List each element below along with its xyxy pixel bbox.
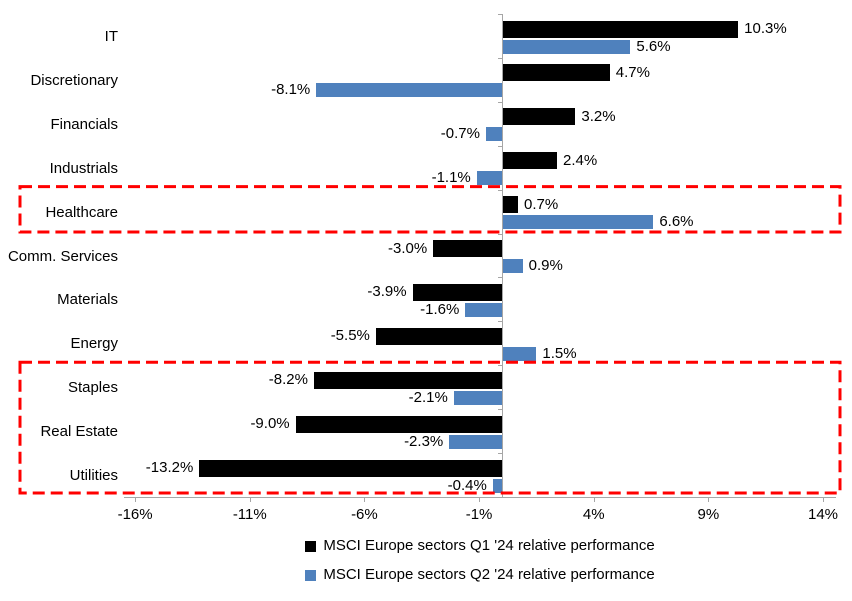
category-label: Discretionary: [30, 71, 118, 89]
category-axis-tick: [498, 101, 502, 103]
value-label: 10.3%: [744, 20, 787, 37]
value-label: 2.4%: [563, 151, 598, 169]
bar-q1: [375, 327, 502, 345]
category-axis-tick: [498, 497, 502, 498]
x-axis-tick-label: 9%: [697, 506, 720, 523]
value-label: -13.2%: [145, 459, 194, 477]
category-axis-tick: [498, 57, 502, 59]
bar-q2: [465, 302, 502, 317]
x-axis-tick: [135, 497, 137, 502]
x-axis-tick-label: -11%: [232, 506, 267, 523]
healthcare-highlight: [18, 185, 842, 234]
legend: MSCI Europe sectors Q1 '24 relative perf…: [124, 537, 836, 584]
bar-q2: [502, 346, 537, 361]
bar-q1: [502, 20, 739, 38]
category-axis-line: [502, 14, 503, 497]
category-axis-tick: [498, 365, 502, 367]
category-axis-tick: [498, 189, 502, 191]
legend-label: MSCI Europe sectors Q1 '24 relative perf…: [323, 537, 655, 554]
legend-item: MSCI Europe sectors Q2 '24 relative perf…: [305, 566, 655, 584]
bar-q2: [449, 434, 502, 449]
bar-q2: [485, 127, 502, 142]
category-label: Real Estate: [40, 423, 118, 441]
category-axis-tick: [498, 233, 502, 235]
x-axis-tick: [479, 497, 481, 502]
x-axis-tick: [249, 497, 251, 502]
x-axis-tick: [708, 497, 710, 502]
bar-q1: [502, 108, 576, 126]
category-label: Industrials: [49, 159, 118, 177]
category-label: Staples: [67, 379, 118, 397]
category-axis-tick: [498, 321, 502, 323]
category-axis-tick: [498, 145, 502, 147]
bar-q1: [199, 459, 502, 477]
value-label: 6.6%: [659, 213, 694, 231]
category-axis-tick: [498, 277, 502, 279]
category-label: IT: [104, 28, 118, 45]
bar-q1: [433, 240, 502, 258]
value-label: 5.6%: [636, 37, 671, 55]
bar-q2: [502, 215, 654, 230]
value-label: -1.6%: [420, 300, 460, 318]
value-label: -8.2%: [268, 371, 308, 389]
bar-q1: [502, 64, 610, 82]
x-axis-tick: [823, 497, 825, 502]
x-axis-tick-label: 14%: [808, 506, 839, 523]
bar-q2: [316, 83, 502, 98]
x-axis-tick-label: -1%: [465, 506, 493, 523]
category-label: Energy: [70, 335, 118, 353]
value-label: 0.9%: [528, 257, 563, 275]
bar-q2: [502, 39, 631, 54]
x-axis-tick: [593, 497, 595, 502]
x-axis-tick-label: -6%: [351, 506, 378, 523]
value-label: -0.7%: [440, 125, 480, 143]
value-label: 3.2%: [581, 107, 616, 125]
value-label: -5.5%: [330, 327, 370, 345]
category-label: Comm. Services: [7, 247, 118, 265]
value-label: -1.1%: [431, 169, 471, 187]
category-axis-tick: [498, 453, 502, 455]
value-label: -3.9%: [367, 283, 407, 301]
value-label: 4.7%: [615, 63, 650, 81]
bar-q1: [502, 196, 519, 214]
bar-q1: [295, 415, 502, 433]
legend-label: MSCI Europe sectors Q2 '24 relative perf…: [323, 566, 655, 583]
category-axis-tick: [498, 409, 502, 411]
legend-swatch-icon: [305, 569, 317, 581]
bar-q1: [412, 283, 502, 301]
legend-item: MSCI Europe sectors Q1 '24 relative perf…: [305, 537, 655, 555]
value-label: -8.1%: [271, 81, 311, 99]
category-label: Healthcare: [45, 203, 118, 221]
value-label: 0.7%: [524, 195, 559, 213]
value-label: 1.5%: [542, 344, 577, 362]
value-label: -9.0%: [250, 415, 290, 433]
value-label: -3.0%: [388, 239, 428, 257]
value-label: -0.4%: [447, 476, 487, 494]
category-label: Financials: [50, 115, 118, 133]
category-label: Materials: [57, 291, 118, 309]
bar-q1: [502, 152, 558, 170]
x-axis-tick-label: -16%: [117, 506, 153, 523]
category-axis-tick: [498, 14, 502, 15]
bar-q2: [502, 259, 523, 274]
value-label: -2.3%: [404, 432, 444, 450]
value-label: -2.1%: [408, 388, 448, 406]
bar-q2: [492, 478, 502, 493]
x-axis-tick: [364, 497, 366, 502]
bar-q1: [313, 371, 502, 389]
legend-swatch-icon: [305, 540, 317, 552]
bar-q2: [476, 171, 502, 186]
bar-q2: [453, 390, 502, 405]
x-axis-tick-label: 4%: [582, 506, 605, 523]
